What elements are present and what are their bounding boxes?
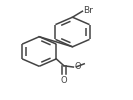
Text: O: O [74, 62, 81, 71]
Text: O: O [61, 76, 67, 85]
Text: Br: Br [83, 6, 93, 15]
